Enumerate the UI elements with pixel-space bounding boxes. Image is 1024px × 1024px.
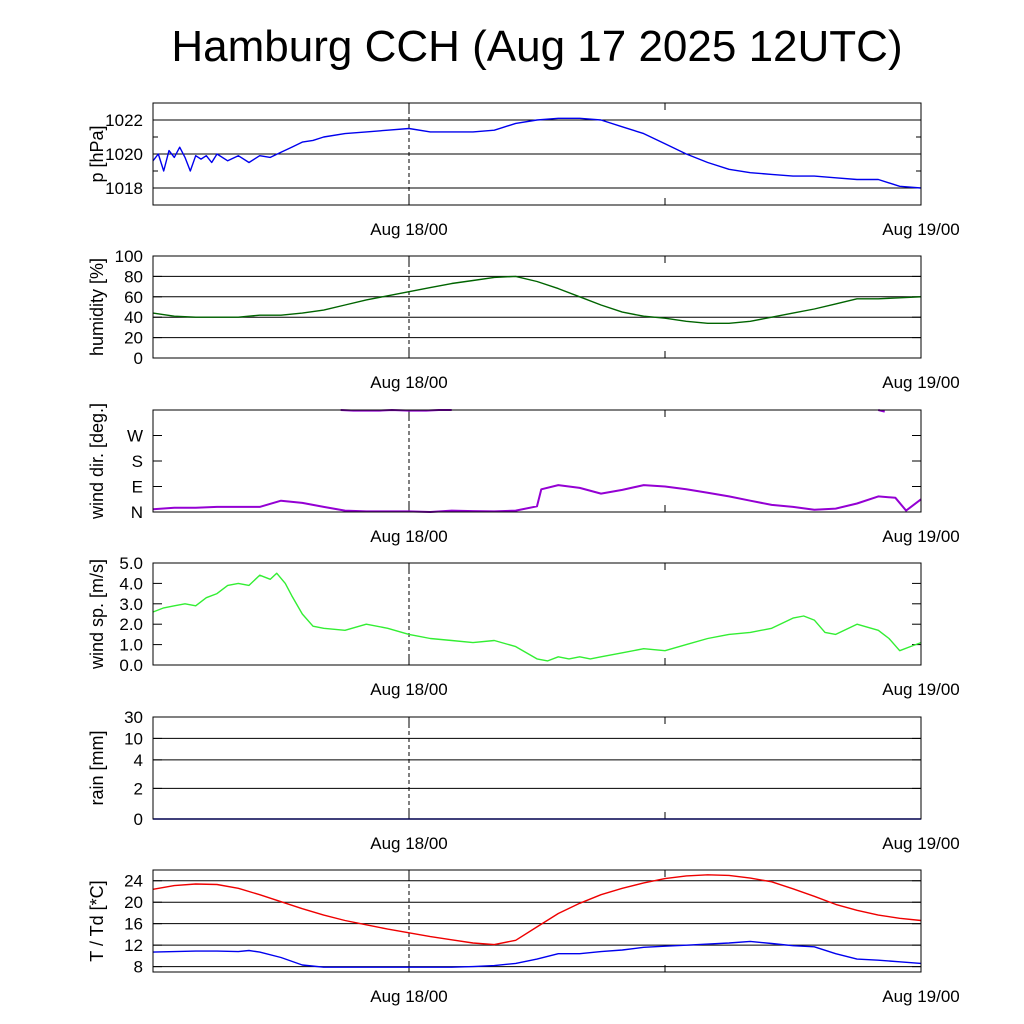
- y-tick-label: 1020: [105, 145, 143, 164]
- wind_speed-series-0: [152, 572, 922, 662]
- y-tick-label: 1022: [105, 111, 143, 130]
- x-tick-label: Aug 19/00: [882, 220, 960, 239]
- x-tick-label: Aug 19/00: [882, 834, 960, 853]
- y-tick-label: 30: [124, 708, 143, 727]
- plot-frame: [152, 716, 922, 820]
- humidity-series-0: [152, 275, 922, 324]
- y-tick-label: 100: [115, 247, 143, 266]
- y-axis-label: wind dir. [deg.]: [87, 403, 107, 520]
- plot-frame: [152, 102, 922, 206]
- y-tick-label: N: [131, 503, 143, 522]
- wind_direction-series-0: [152, 484, 922, 513]
- y-tick-label: W: [127, 427, 143, 446]
- y-tick-label: 5.0: [119, 554, 143, 573]
- x-tick-label: Aug 19/00: [882, 680, 960, 699]
- y-tick-label: 10: [124, 729, 143, 748]
- y-tick-label: S: [132, 452, 143, 471]
- y-tick-label: 24: [124, 872, 143, 891]
- plot-frame: [152, 409, 922, 513]
- y-tick-label: 80: [124, 267, 143, 286]
- y-axis-label: p [hPa]: [87, 125, 107, 182]
- panel-rain: 0 2 4 10 30 rain [mm] Aug 18/00 Aug 19/00: [87, 708, 960, 853]
- y-tick-label: E: [132, 478, 143, 497]
- y-axis-label: T / Td [*C]: [87, 880, 107, 961]
- temperature-series-0: [152, 874, 922, 946]
- x-tick-label: Aug 18/00: [370, 220, 448, 239]
- y-tick-label: 1.0: [119, 636, 143, 655]
- y-tick-label: 20: [124, 893, 143, 912]
- x-tick-label: Aug 19/00: [882, 527, 960, 546]
- panel-wind_speed: 0.01.0 2.03.0 4.05.0 wind sp. [m/s] Aug 18/0…: [87, 554, 960, 699]
- plot-frame: [152, 562, 922, 666]
- y-axis-label: wind sp. [m/s]: [87, 559, 107, 670]
- x-tick-label: Aug 18/00: [370, 373, 448, 392]
- y-tick-label: 12: [124, 936, 143, 955]
- y-axis-label: rain [mm]: [87, 730, 107, 805]
- y-tick-label: 4.0: [119, 574, 143, 593]
- temperature-series-1: [152, 940, 922, 968]
- y-tick-label: 20: [124, 329, 143, 348]
- page-title: Hamburg CCH (Aug 17 2025 12UTC): [171, 22, 903, 71]
- x-tick-label: Aug 18/00: [370, 680, 448, 699]
- y-tick-label: 16: [124, 915, 143, 934]
- x-tick-label: Aug 19/00: [882, 987, 960, 1006]
- plot-frame: [152, 869, 922, 973]
- y-axis-label: humidity [%]: [87, 258, 107, 356]
- x-tick-label: Aug 18/00: [370, 527, 448, 546]
- y-tick-label: 0: [134, 810, 143, 829]
- y-tick-label: 60: [124, 288, 143, 307]
- plot-frame: [152, 255, 922, 359]
- x-tick-label: Aug 18/00: [370, 834, 448, 853]
- y-tick-label: 8: [134, 958, 143, 977]
- panel-temperature: 8 12 16 20 24 T / Td [*C] Aug 18/00 Aug 19/00: [87, 869, 960, 1006]
- y-tick-label: 2.0: [119, 615, 143, 634]
- pressure-series-0: [152, 117, 922, 189]
- y-tick-label: 0: [134, 349, 143, 368]
- x-tick-label: Aug 19/00: [882, 373, 960, 392]
- y-tick-label: 1018: [105, 179, 143, 198]
- x-tick-label: Aug 18/00: [370, 987, 448, 1006]
- y-tick-label: 0.0: [119, 656, 143, 675]
- y-tick-label: 2: [134, 779, 143, 798]
- y-tick-label: 4: [134, 751, 143, 770]
- y-tick-label: 40: [124, 308, 143, 327]
- y-tick-label: 3.0: [119, 595, 143, 614]
